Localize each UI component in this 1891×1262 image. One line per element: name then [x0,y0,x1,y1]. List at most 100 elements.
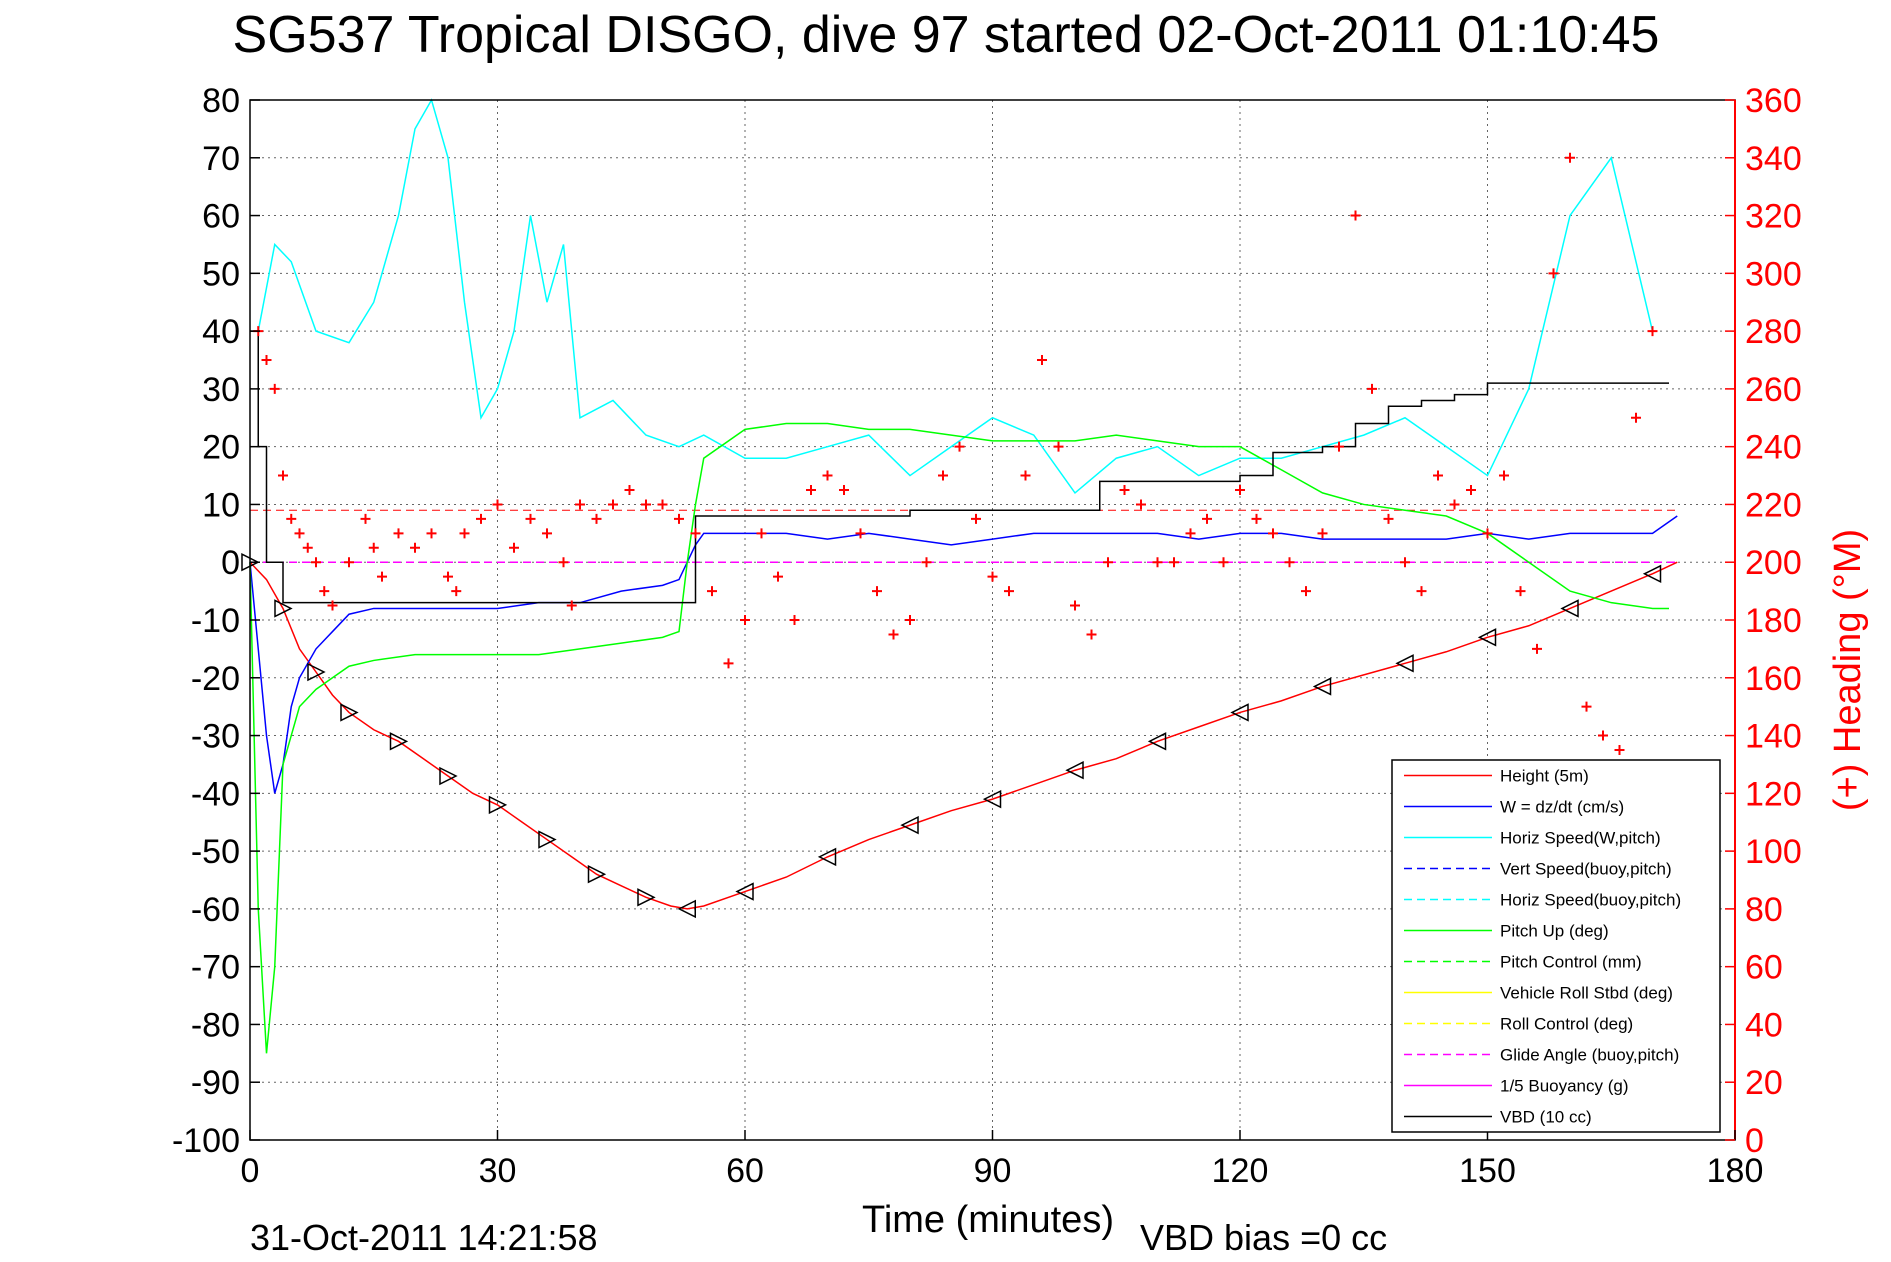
heading-point [1037,355,1047,365]
legend-label: W = dz/dt (cm/s) [1500,798,1624,817]
height-marker [1560,599,1579,618]
heading-point [1202,513,1212,524]
heading-point [756,528,767,539]
height-marker [488,795,508,815]
height-marker [1065,761,1084,780]
heading-point [393,528,404,539]
legend-label: Vert Speed(buoy,pitch) [1500,860,1672,879]
footer-timestamp: 31-Oct-2011 14:21:58 [250,1217,598,1258]
y-left-tick-label: -100 [172,1122,240,1160]
y-right-tick-label: 300 [1745,255,1802,293]
heading-point [723,658,734,669]
legend-label: Vehicle Roll Stbd (deg) [1500,984,1673,1003]
legend-label: Height (5m) [1500,767,1589,786]
axes [249,99,1736,1141]
y-left-tick-label: 50 [202,255,240,293]
heading-point [921,557,932,568]
heading-point [1152,557,1163,568]
series-horiz-speed-w-pitch [257,98,1654,494]
heading-point [1004,586,1014,597]
heading-point [740,615,750,625]
y-right-tick-label: 20 [1745,1064,1783,1102]
heading-point [410,542,420,553]
heading-point [1185,528,1196,539]
height-marker [1147,732,1167,751]
chart-title: SG537 Tropical DISGO, dive 97 started 02… [233,6,1660,64]
heading-point [302,542,313,553]
y-left-tick-label: -90 [191,1064,240,1102]
heading-point [344,557,354,568]
heading-point [492,499,503,510]
heading-point [641,499,651,510]
series-height-5m [249,561,1678,910]
heading-point [368,542,379,553]
heading-point [459,528,470,539]
height-marker [637,888,656,907]
y-right-tick-label: 180 [1745,602,1802,640]
y-left-tick-label: 70 [202,140,240,178]
x-tick-label: 180 [1707,1152,1764,1190]
y-right-tick-label: 260 [1745,371,1802,409]
height-marker [340,703,359,722]
heading-point [443,571,453,582]
series-vbd-10-cc [250,330,1669,604]
heading-point [1070,600,1080,611]
y-right-tick-label: 320 [1745,198,1802,236]
height-marker [677,899,696,919]
heading-point [525,513,536,524]
x-tick-label: 150 [1459,1152,1516,1190]
heading-point [591,513,602,524]
heading-point [888,629,899,640]
height-marker [982,789,1002,809]
heading-point [839,485,849,495]
height-marker [1230,703,1249,722]
heading-point [954,441,965,452]
x-tick-label: 120 [1212,1152,1269,1190]
heading-point [566,600,577,611]
legend-label: 1/5 Buoyancy (g) [1500,1077,1629,1096]
heading-point [294,528,305,539]
heading-point [327,600,338,611]
heading-point [360,513,371,524]
heading-point [1466,485,1476,495]
height-marker [307,662,326,682]
legend-box [1391,759,1721,1133]
heading-point [575,499,585,510]
series-layer [241,98,1678,1054]
heading-point [1119,485,1130,495]
heading-point [451,586,462,597]
height-marker [439,766,458,786]
y-left-tick-label: 10 [202,486,240,524]
y-right-tick-label: 40 [1745,1006,1783,1044]
legend-label: Horiz Speed(W,pitch) [1500,829,1661,848]
heading-point [1251,513,1262,524]
heading-point [377,571,387,582]
y-left-tick-label: 80 [202,82,240,120]
y-left-tick-label: 30 [202,371,240,409]
y-left-tick-label: 60 [202,198,240,236]
heading-point [1020,470,1031,481]
heading-point [1284,557,1295,568]
heading-point [1449,499,1460,510]
height-marker [900,815,919,835]
heading-point [855,528,866,539]
heading-point [542,528,552,539]
y-right-tick-label: 120 [1745,775,1802,813]
legend-label: VBD (10 cc) [1500,1108,1592,1127]
legend-label: Roll Control (deg) [1500,1015,1633,1034]
y-left-tick-label: -80 [191,1006,240,1044]
tick-labels: 0 30 60 90 120 150 18080706050403020100-10-20-… [172,82,1802,1190]
height-marker [274,599,293,618]
heading-point [286,513,297,524]
heading-point [509,542,519,553]
heading-point [789,615,800,625]
heading-point [624,485,635,495]
heading-point [1235,485,1245,495]
heading-point [261,355,272,365]
height-marker [1395,654,1414,673]
y-left-tick-label: -10 [191,602,240,640]
height-marker [538,830,557,849]
height-marker [1312,677,1332,696]
heading-point [806,485,816,495]
